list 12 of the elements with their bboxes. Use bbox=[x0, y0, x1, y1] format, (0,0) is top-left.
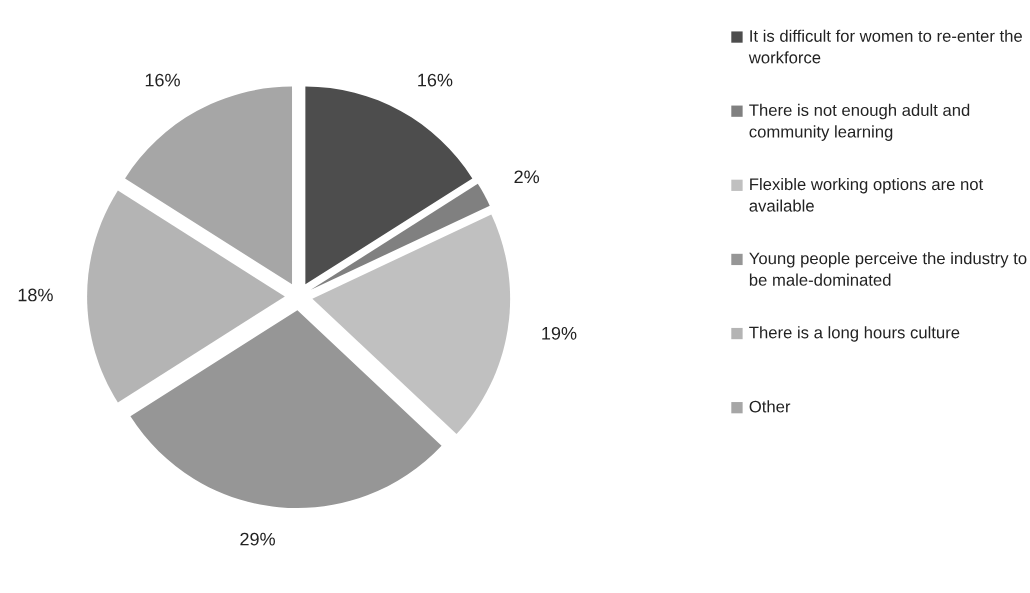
data-label: 2% bbox=[514, 170, 540, 184]
legend-label: Flexible working options are not available bbox=[749, 177, 984, 212]
legend-label: Young people perceive the industry to be male-dominated bbox=[749, 252, 1027, 286]
data-label: 18% bbox=[18, 288, 53, 302]
data-label: 16% bbox=[145, 73, 180, 87]
legend-label: There is not enough adult and community learning bbox=[749, 103, 970, 141]
data-label: 29% bbox=[240, 532, 275, 546]
data-label: 16% bbox=[418, 73, 453, 87]
data-label: 19% bbox=[542, 326, 577, 340]
legend-label: There is a long hours culture bbox=[749, 326, 960, 342]
legend-label: It is difficult for women to re-enter the workforce bbox=[748, 29, 1022, 64]
legend-label: Other bbox=[749, 400, 791, 413]
